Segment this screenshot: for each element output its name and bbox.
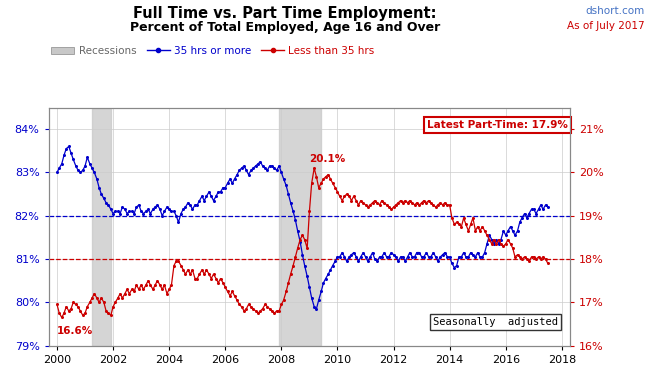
- Text: Full Time vs. Part Time Employment:: Full Time vs. Part Time Employment:: [133, 6, 437, 21]
- Text: Latest Part-Time: 17.9%: Latest Part-Time: 17.9%: [427, 120, 568, 130]
- Legend: Recessions, 35 hrs or more, Less than 35 hrs: Recessions, 35 hrs or more, Less than 35…: [47, 42, 379, 60]
- Text: dshort.com: dshort.com: [586, 6, 645, 16]
- Text: 16.6%: 16.6%: [57, 326, 93, 336]
- Bar: [279, 108, 321, 346]
- Bar: [92, 108, 111, 346]
- Text: 20.1%: 20.1%: [309, 154, 345, 164]
- Text: As of July 2017: As of July 2017: [567, 21, 645, 31]
- Text: Percent of Total Employed, Age 16 and Over: Percent of Total Employed, Age 16 and Ov…: [130, 21, 440, 34]
- Text: Seasonally  adjusted: Seasonally adjusted: [433, 317, 558, 327]
